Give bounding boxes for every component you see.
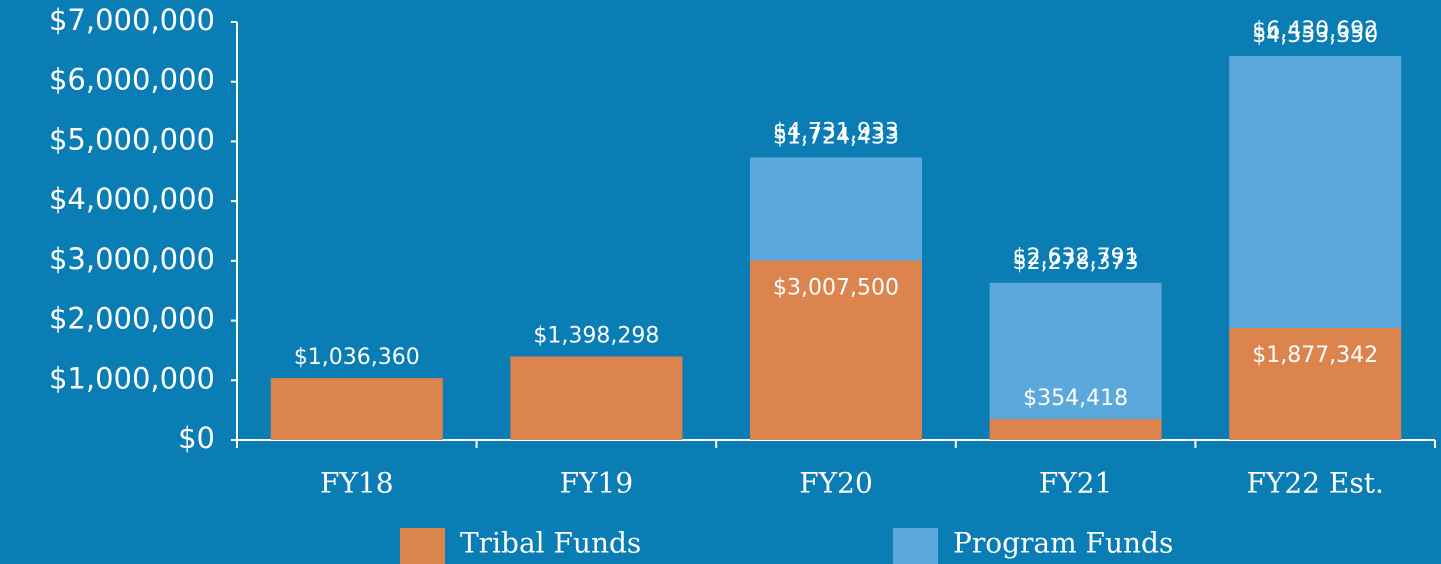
y-tick-label: $5,000,000 (49, 122, 215, 156)
data-label: $354,418 (1023, 386, 1128, 411)
y-tick-label: $0 (178, 421, 215, 455)
y-tick-label: $4,000,000 (49, 182, 215, 216)
data-label: $3,007,500 (773, 275, 899, 300)
y-tick-label: $6,000,000 (49, 63, 215, 97)
x-tick-label: FY20 (799, 467, 873, 500)
x-tick-label: FY19 (560, 467, 634, 500)
y-tick-label: $1,000,000 (49, 361, 215, 395)
bar-segment (510, 356, 683, 440)
x-tick-label: FY21 (1039, 467, 1113, 500)
bar-segment (989, 418, 1162, 440)
bar-segment (1229, 55, 1402, 328)
data-label: $1,398,298 (533, 324, 659, 349)
y-tick-label: $2,000,000 (49, 302, 215, 336)
data-label: $1,724,433 (773, 124, 899, 149)
data-label: $1,036,360 (294, 345, 420, 370)
bar-segment (750, 157, 922, 261)
y-tick-label: $7,000,000 (49, 3, 215, 37)
total-label: $4,731,933 (773, 119, 899, 144)
legend-label: Program Funds (953, 527, 1173, 560)
bar-segment (750, 260, 922, 440)
data-label: $1,877,342 (1252, 343, 1378, 368)
legend-swatch (400, 528, 445, 564)
data-label: $2,278,373 (1013, 250, 1139, 275)
x-tick-label: FY22 Est. (1246, 467, 1383, 500)
bar-segment (270, 378, 443, 440)
x-tick-label: FY18 (320, 467, 394, 500)
total-label: $2,632,791 (1013, 245, 1139, 270)
bar-segment (1229, 327, 1402, 440)
y-tick-label: $3,000,000 (49, 242, 215, 276)
bar-segment (989, 282, 1162, 419)
legend-label: Tribal Funds (460, 527, 641, 560)
data-label: $4,553,350 (1252, 23, 1378, 48)
total-label: $6,430,692 (1252, 18, 1378, 43)
legend-swatch (893, 528, 938, 564)
